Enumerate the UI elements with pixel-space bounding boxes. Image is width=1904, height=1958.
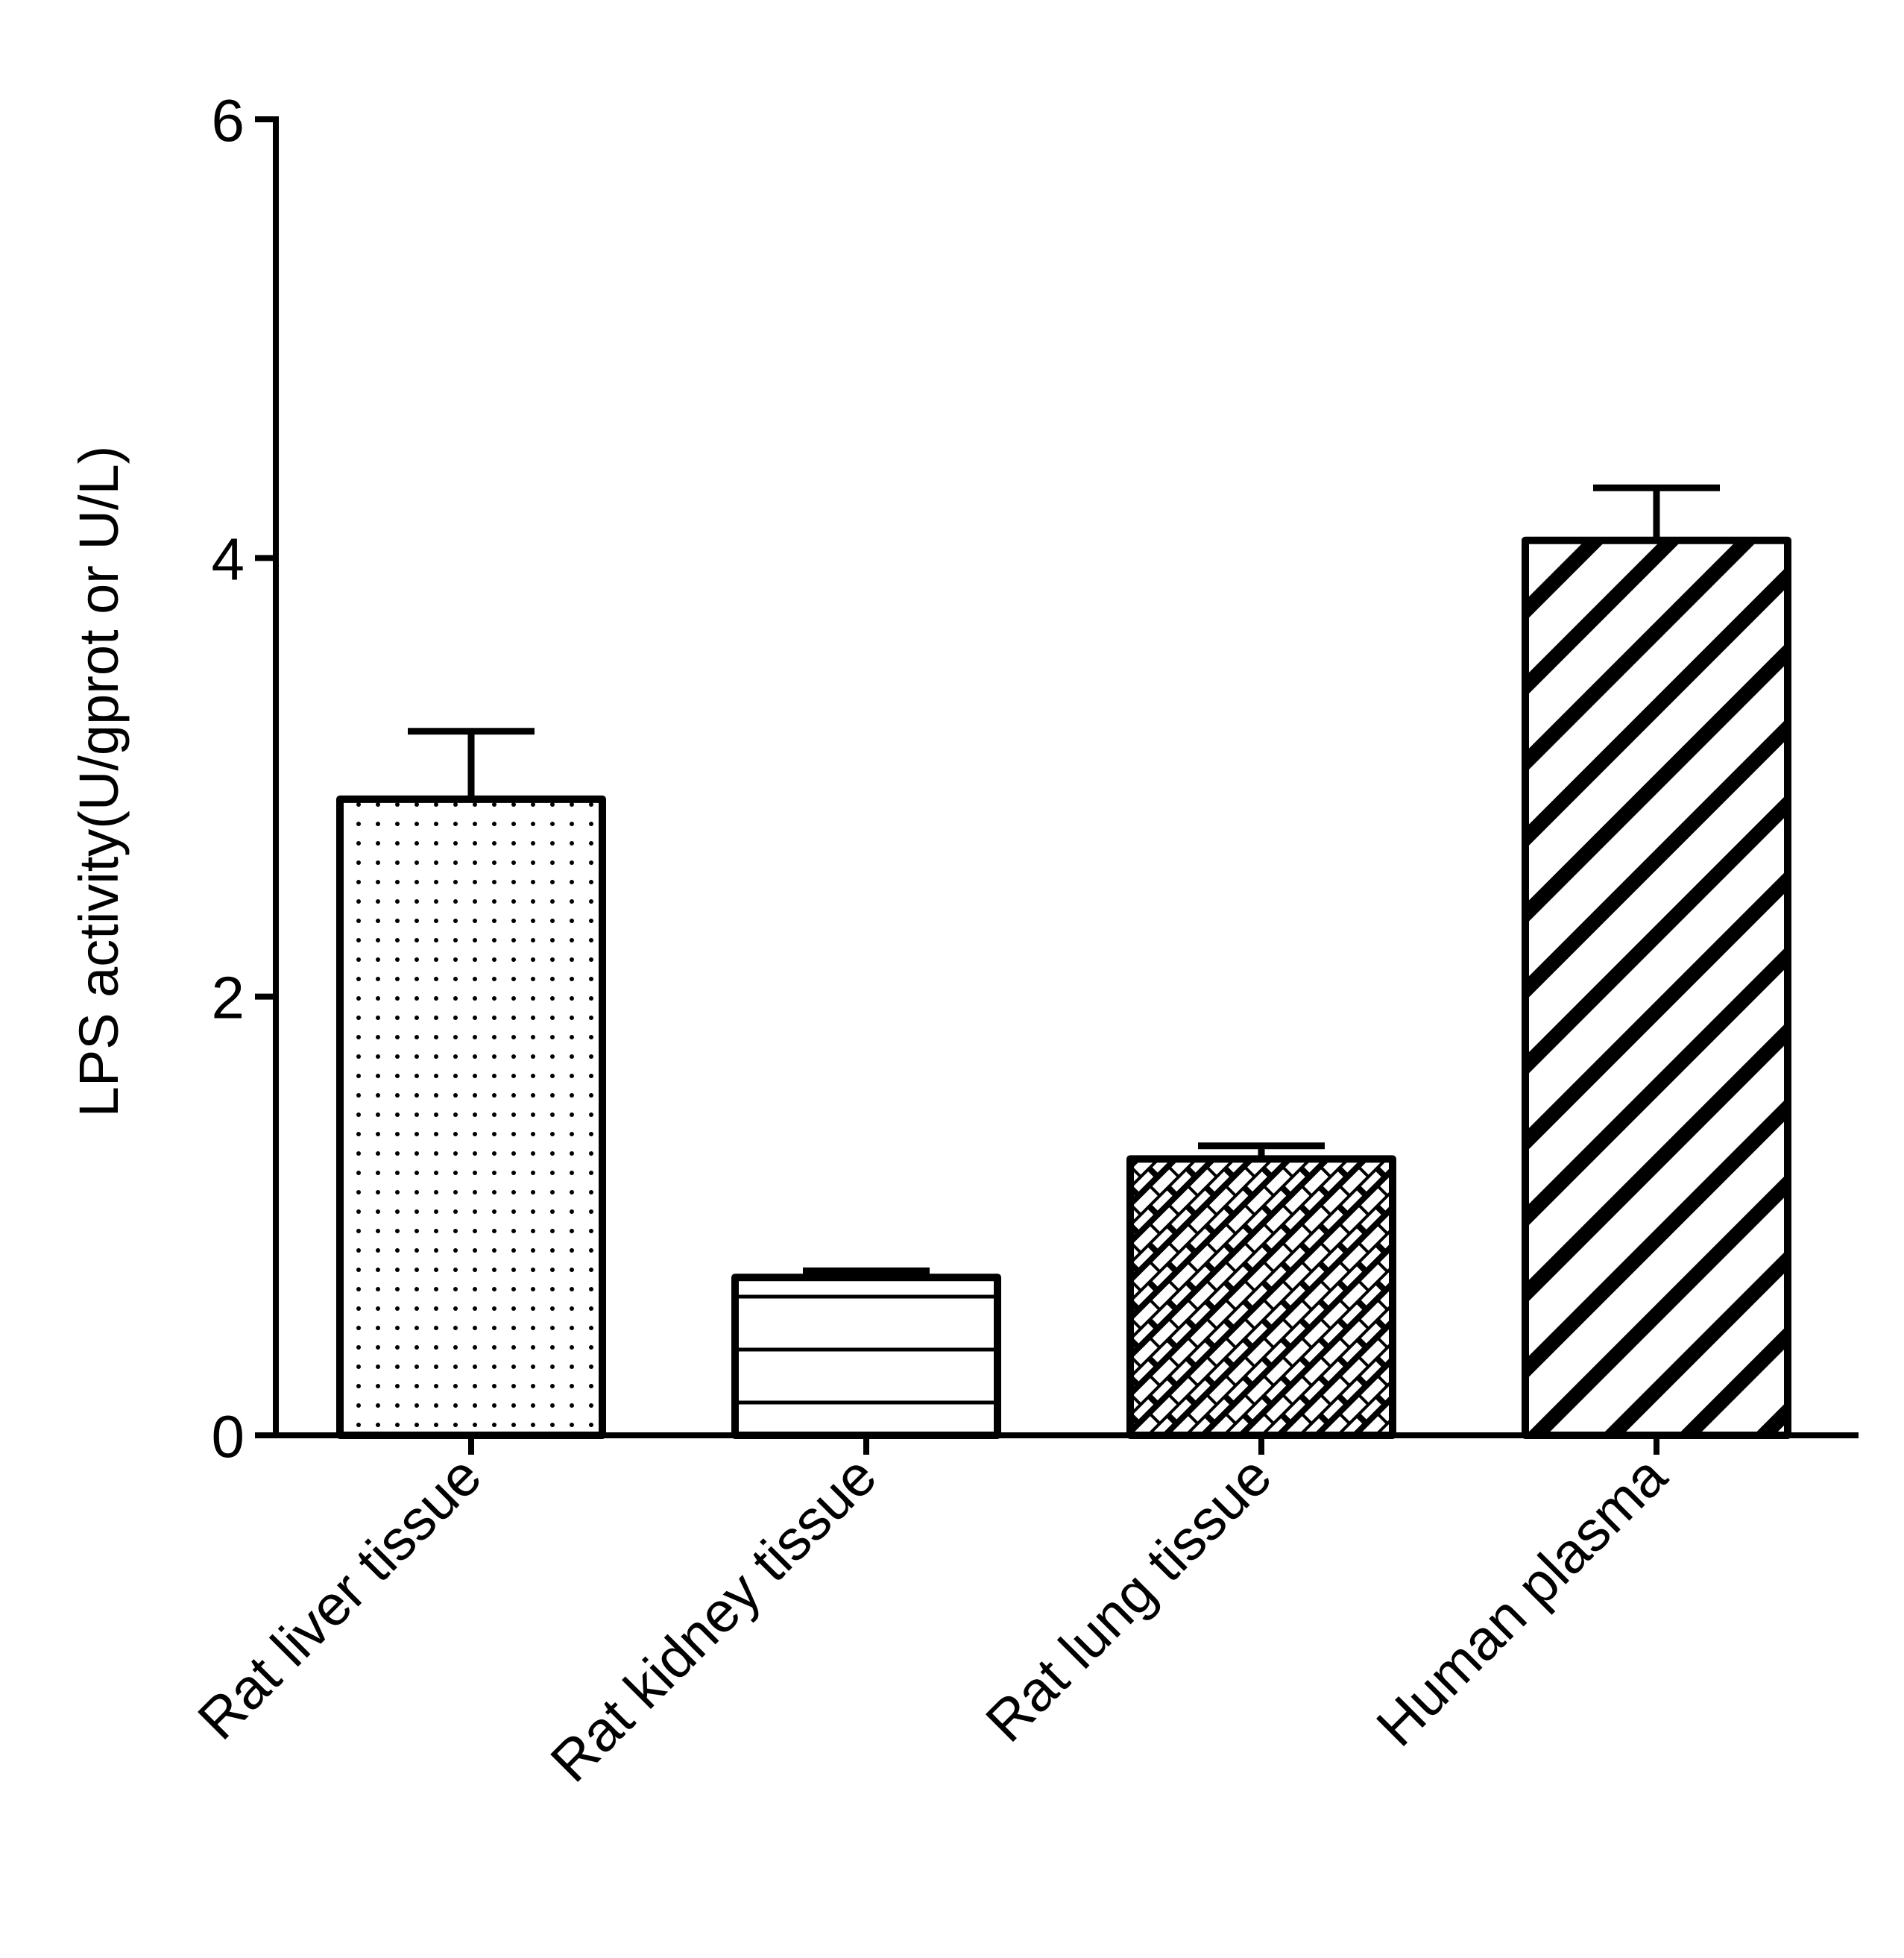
x-ticks-layer: Rat liver tissue Rat kidney tissue Rat lun… — [186, 1435, 1680, 1794]
x-tick-label: Rat liver tissue — [186, 1444, 494, 1752]
bars-layer — [336, 536, 1791, 1439]
y-tick-label: 0 — [212, 1403, 245, 1470]
y-tick-label: 2 — [212, 965, 245, 1031]
x-tick-label: Human plasma — [1365, 1444, 1680, 1758]
bar-rat-kidney-tissue — [731, 1274, 1001, 1439]
y-ticks-layer: 0 2 4 6 — [212, 87, 276, 1470]
bar-rat-lung-tissue — [1126, 1155, 1396, 1439]
y-tick-label: 4 — [212, 526, 245, 592]
bar-human-plasma — [1522, 536, 1791, 1439]
y-tick-label: 6 — [212, 87, 245, 154]
y-axis-title: LPS activity(U/gprot or U/L) — [68, 446, 130, 1118]
error-bars-layer — [408, 484, 1720, 1278]
bar-rat-liver-tissue — [336, 795, 606, 1439]
x-tick-label: Rat lung tissue — [974, 1444, 1284, 1754]
x-tick-label: Rat kidney tissue — [539, 1444, 889, 1794]
